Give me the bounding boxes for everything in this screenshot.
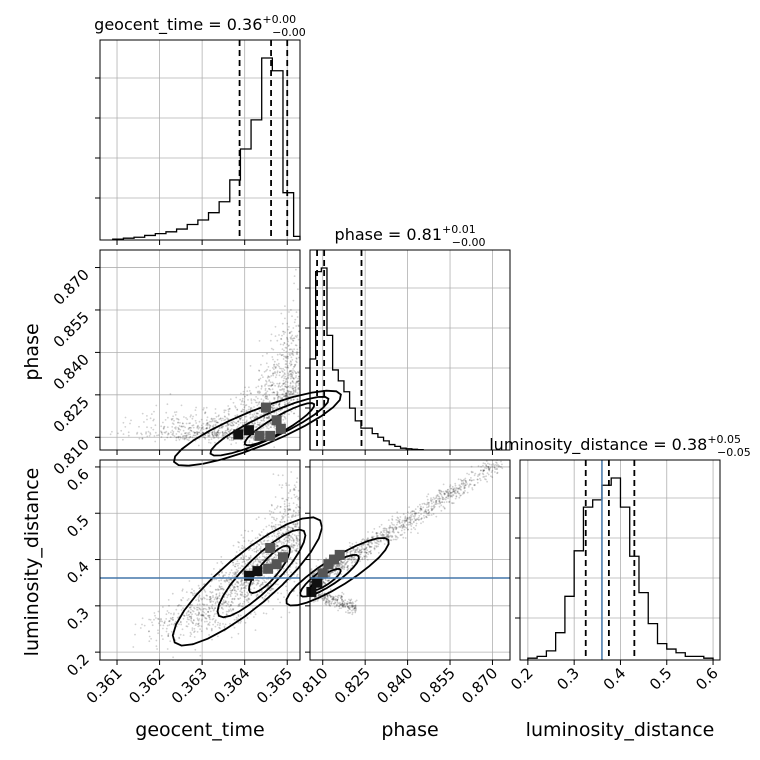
- title-lower-error: −0.00: [272, 26, 306, 39]
- density-bin: [265, 542, 276, 553]
- xlabel-phase: phase: [381, 719, 438, 741]
- histogram-geocent_time: [112, 57, 301, 240]
- x-tick-label-phase: 0.855: [416, 664, 459, 707]
- x-tick-label-phase: 0.825: [331, 664, 374, 707]
- panel-phase-luminosity_distance: [285, 459, 511, 661]
- x-tick-label-luminosity_distance: 0.3: [553, 664, 583, 694]
- density-bin: [277, 552, 288, 563]
- title-main: luminosity_distance = 0.38: [489, 435, 707, 455]
- x-tick-label-geocent_time: 0.365: [253, 664, 296, 707]
- axes-frame: [99, 459, 301, 661]
- x-tick-label-luminosity_distance: 0.5: [646, 664, 676, 694]
- x-tick-label-geocent_time: 0.362: [125, 664, 168, 707]
- contour-level-0: [173, 389, 342, 467]
- xlabel-luminosity-distance: luminosity_distance: [526, 719, 715, 741]
- density-bin: [275, 423, 286, 434]
- title-phase: phase = 0.81+0.01 −0.00: [335, 223, 486, 249]
- contour-level-1: [216, 528, 307, 619]
- ylabel-luminosity-distance: luminosity_distance: [21, 468, 43, 657]
- ylabel-phase: phase: [21, 323, 43, 380]
- x-tick-label-luminosity_distance: 0.6: [692, 664, 722, 694]
- y-tick-label-phase: 0.840: [50, 351, 93, 394]
- density-bin: [254, 430, 265, 441]
- density-bin: [306, 586, 317, 597]
- title-main: geocent_time = 0.36: [94, 15, 262, 35]
- density-bin: [312, 577, 323, 588]
- density-bin: [260, 402, 271, 413]
- x-tick-label-luminosity_distance: 0.2: [507, 664, 537, 694]
- density-bin: [271, 559, 282, 570]
- title-upper-error: +0.01: [442, 223, 476, 236]
- title-geocent-time: geocent_time = 0.36+0.00 −0.00: [94, 13, 306, 39]
- hist-panel-luminosity_distance: [515, 459, 721, 661]
- xlabel-geocent-time: geocent_time: [135, 719, 264, 741]
- y-tick-label-phase: 0.825: [50, 393, 93, 436]
- density-bin: [334, 549, 345, 560]
- density-bin: [271, 415, 282, 426]
- density-bin: [252, 566, 263, 577]
- x-tick-label-geocent_time: 0.364: [210, 664, 253, 707]
- x-tick-label-phase: 0.840: [373, 664, 416, 707]
- density-bin: [243, 570, 254, 581]
- title-luminosity-distance: luminosity_distance = 0.38+0.05 −0.05: [489, 433, 751, 459]
- density-bin: [329, 554, 340, 565]
- histogram-luminosity_distance: [527, 477, 714, 660]
- y-tick-label-luminosity_distance: 0.2: [63, 650, 93, 680]
- title-upper-error: +0.00: [262, 13, 296, 26]
- histogram-phase: [309, 267, 424, 451]
- density-bin: [265, 430, 276, 441]
- density-bin: [317, 568, 328, 579]
- y-tick-label-phase: 0.870: [50, 266, 93, 309]
- axes-frame: [99, 249, 301, 451]
- contour-level-1: [209, 395, 330, 457]
- x-tick-label-phase: 0.810: [288, 664, 331, 707]
- title-upper-error: +0.05: [707, 433, 741, 446]
- density-bin: [243, 425, 254, 436]
- panel-geocent_time-phase: [99, 249, 342, 467]
- hist-panel-geocent_time: [95, 39, 301, 241]
- panel-geocent_time-luminosity_distance: [99, 459, 324, 661]
- y-tick-label-luminosity_distance: 0.5: [63, 511, 93, 541]
- y-tick-label-phase: 0.855: [50, 308, 93, 351]
- hist-panel-phase: [305, 249, 511, 451]
- density-bin: [233, 429, 244, 440]
- title-lower-error: −0.00: [452, 236, 486, 249]
- axes-frame: [99, 39, 301, 241]
- x-tick-label-geocent_time: 0.363: [168, 664, 211, 707]
- scatter-points: [310, 459, 504, 616]
- title-lower-error: −0.05: [717, 446, 751, 459]
- y-tick-label-luminosity_distance: 0.3: [63, 604, 93, 634]
- axes-frame: [309, 249, 511, 451]
- x-tick-label-luminosity_distance: 0.4: [600, 664, 630, 694]
- title-main: phase = 0.81: [335, 225, 442, 244]
- density-bin: [323, 559, 334, 570]
- density-bin: [263, 563, 274, 574]
- y-tick-label-luminosity_distance: 0.4: [63, 558, 93, 588]
- x-tick-label-phase: 0.870: [458, 664, 501, 707]
- x-tick-label-geocent_time: 0.361: [83, 664, 126, 707]
- contour-level-0: [171, 516, 324, 647]
- contour-level-0: [285, 537, 390, 607]
